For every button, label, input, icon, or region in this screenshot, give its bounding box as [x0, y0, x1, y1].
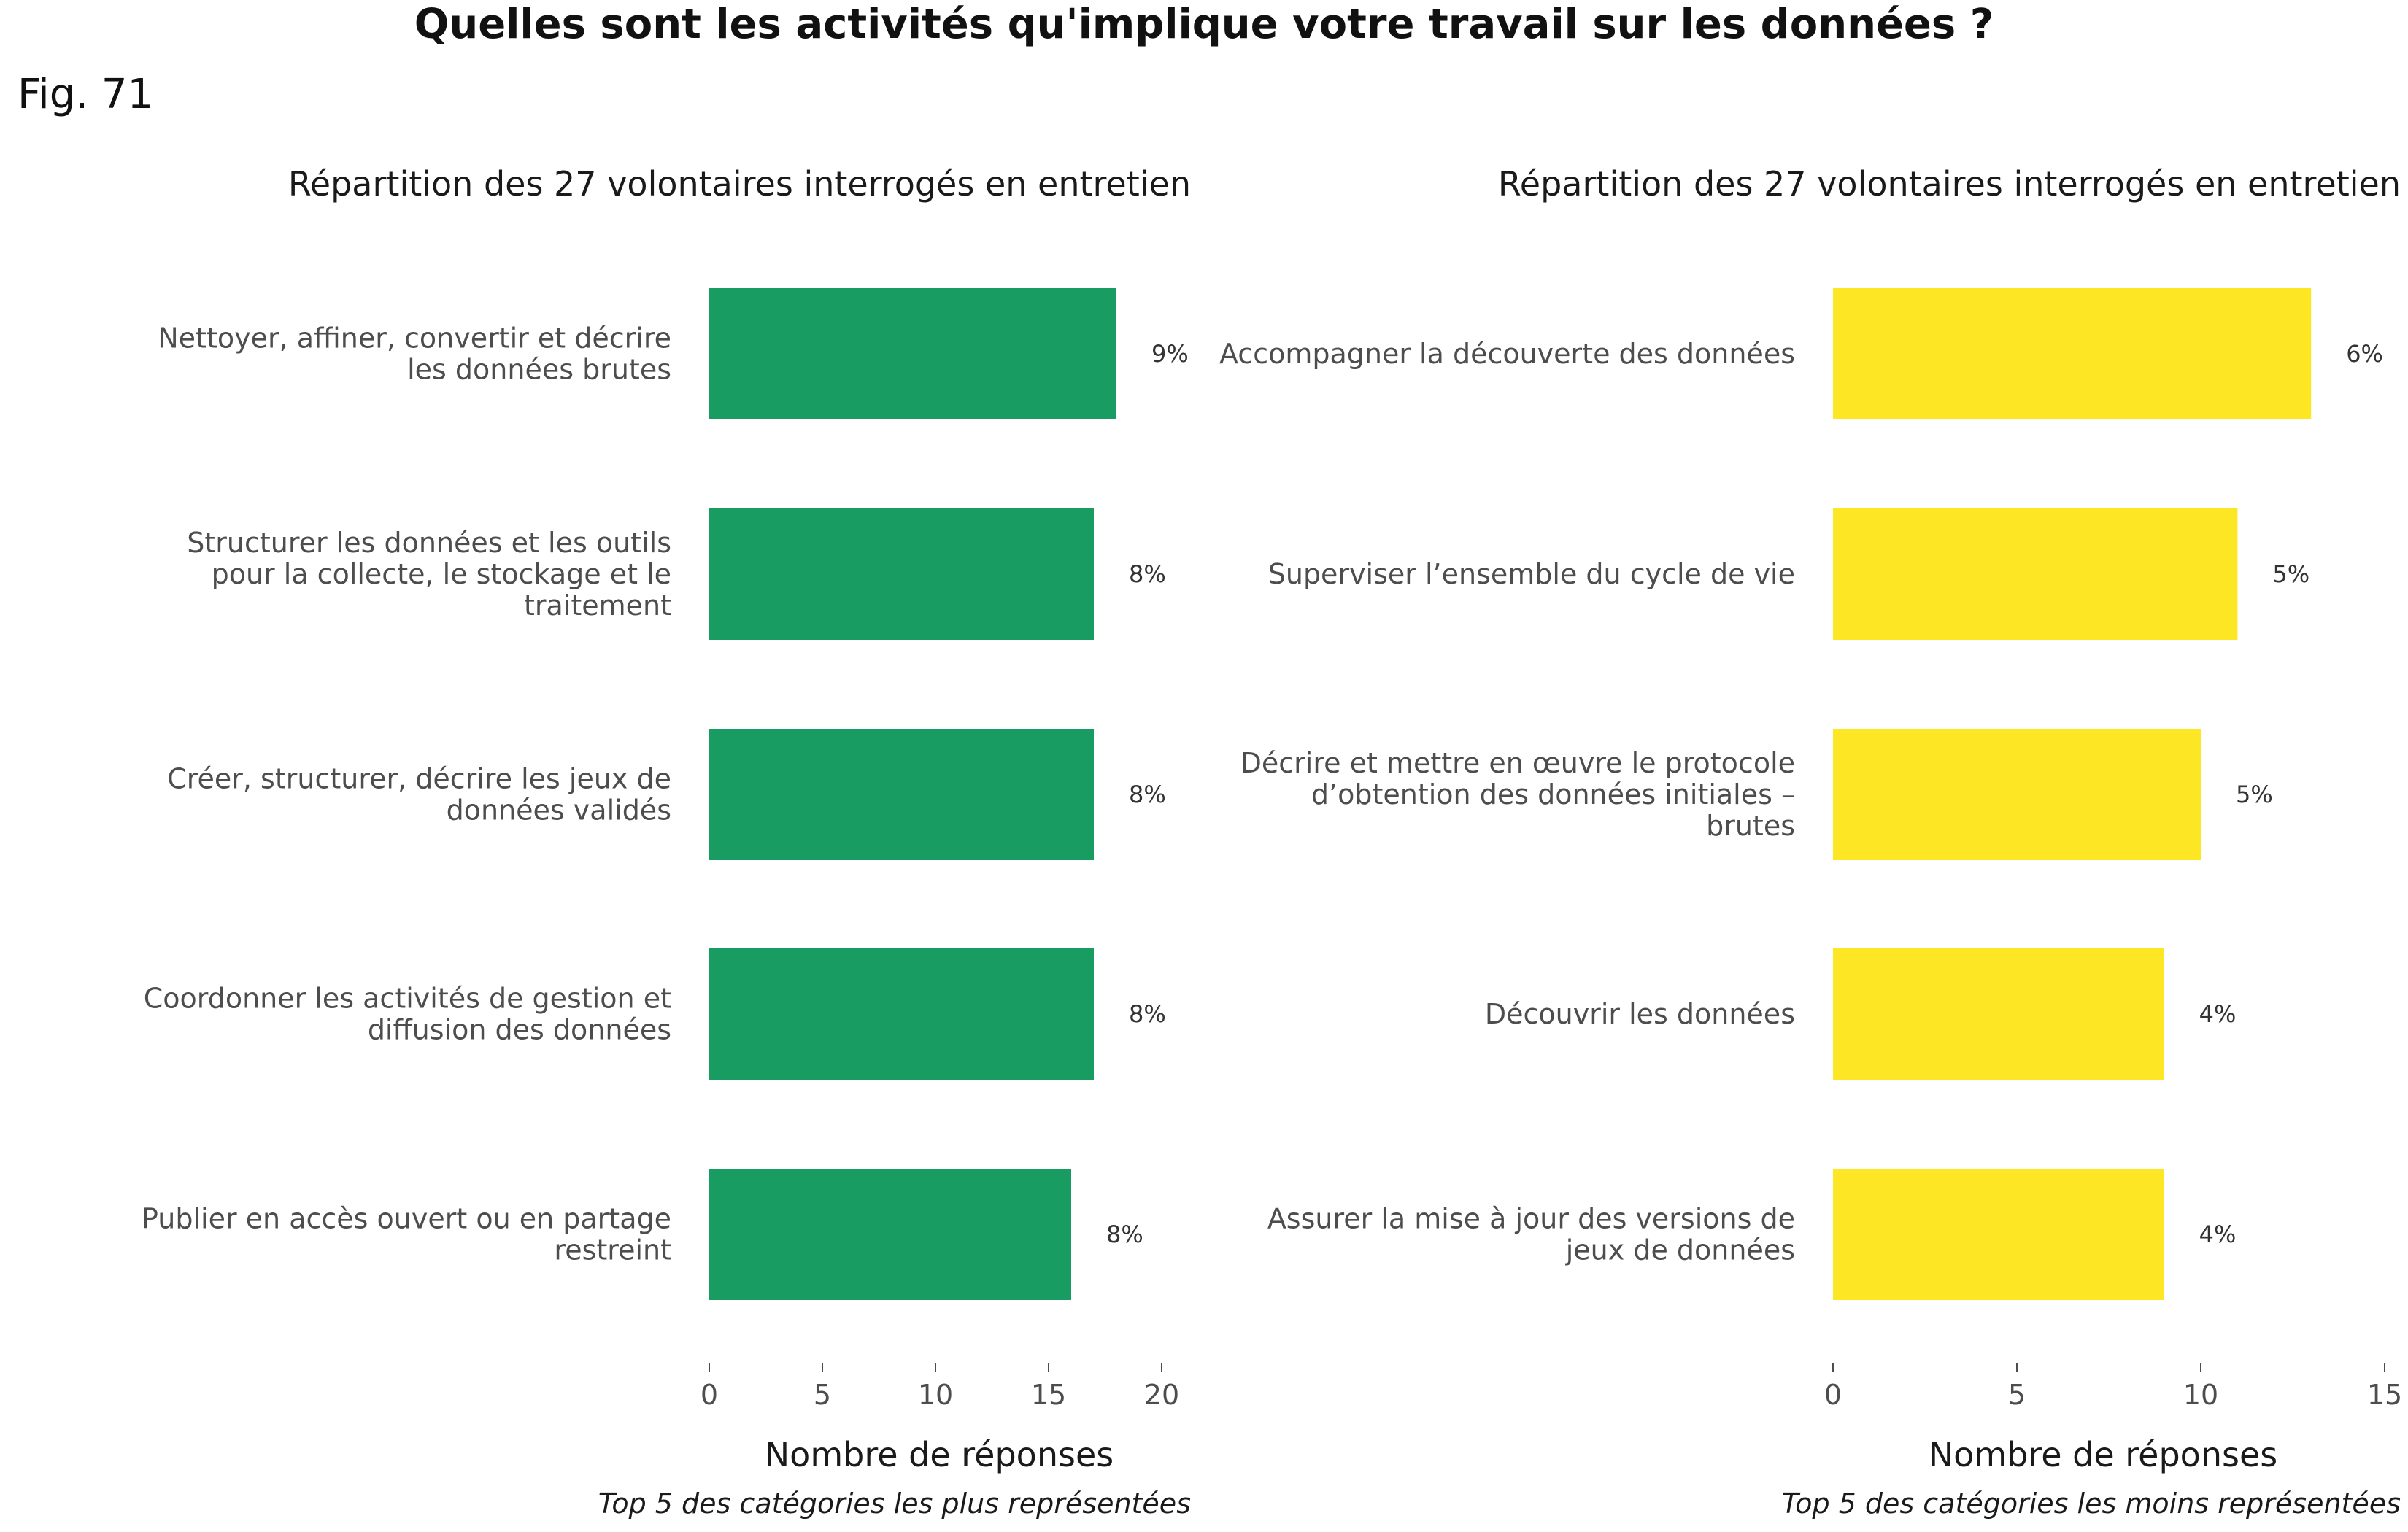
- x-tick-label: 15: [2367, 1379, 2402, 1411]
- category-label-line: Nettoyer, affiner, convertir et décrire: [158, 322, 671, 355]
- bar-data-label: 6%: [2346, 340, 2383, 368]
- bar-data-label: 8%: [1129, 781, 1166, 808]
- category-label-line: diffusion des données: [368, 1014, 671, 1046]
- bar: [1833, 948, 2164, 1080]
- category-label: Décrire et mettre en œuvre le protocole d…: [1240, 747, 1795, 842]
- category-label-line: Structurer les données et les outils: [187, 527, 671, 559]
- bar: [709, 948, 1094, 1080]
- category-label-line: Superviser l’ensemble du cycle de vie: [1268, 558, 1795, 590]
- panel-subtitle: Répartition des 27 volontaires interrogé…: [288, 164, 1191, 204]
- bar-data-label: 9%: [1151, 340, 1189, 368]
- bar: [1833, 288, 2312, 419]
- category-label: Coordonner les activités de gestion et di…: [144, 983, 671, 1046]
- category-label-line: les données brutes: [407, 354, 671, 386]
- chart-panel-1: Répartition des 27 volontaires interrogé…: [142, 164, 1191, 1520]
- x-tick-label: 10: [2183, 1379, 2218, 1411]
- bar: [709, 508, 1094, 640]
- figure-label: Fig. 71: [18, 71, 153, 118]
- bar-data-label: 4%: [2199, 1220, 2237, 1248]
- bar: [709, 288, 1116, 419]
- bar: [1833, 729, 2201, 860]
- x-tick-label: 0: [1824, 1379, 1842, 1411]
- category-label: Nettoyer, affiner, convertir et décrire l…: [158, 322, 671, 386]
- x-tick-label: 10: [918, 1379, 953, 1411]
- panel-subtitle: Répartition des 27 volontaires interrogé…: [1498, 164, 2401, 204]
- x-axis-label: Nombre de réponses: [765, 1435, 1114, 1474]
- x-tick-label: 0: [701, 1379, 718, 1411]
- category-label-line: Accompagner la découverte des données: [1219, 338, 1795, 370]
- x-tick-label: 5: [814, 1379, 831, 1411]
- category-label-line: Coordonner les activités de gestion et: [144, 983, 671, 1015]
- panel-caption: Top 5 des catégories les plus représenté…: [598, 1487, 1191, 1520]
- category-label-line: Créer, structurer, décrire les jeux de: [167, 763, 671, 795]
- bar-data-label: 5%: [2236, 781, 2273, 808]
- bar-data-label: 4%: [2199, 1000, 2237, 1028]
- bar-data-label: 8%: [1106, 1220, 1143, 1248]
- category-label: Superviser l’ensemble du cycle de vie: [1268, 558, 1795, 590]
- category-label: Accompagner la découverte des données: [1219, 338, 1795, 370]
- bar-data-label: 8%: [1129, 1000, 1166, 1028]
- bar: [709, 729, 1094, 860]
- category-label-line: jeux de données: [1565, 1234, 1795, 1266]
- panel-caption: Top 5 des catégories les moins représent…: [1782, 1487, 2401, 1520]
- category-label-line: Assurer la mise à jour des versions de: [1267, 1203, 1795, 1235]
- x-tick-label: 5: [2008, 1379, 2026, 1411]
- bar: [1833, 1169, 2164, 1300]
- category-label: Assurer la mise à jour des versions de je…: [1267, 1203, 1795, 1266]
- category-label-line: d’obtention des données initiales –: [1311, 778, 1795, 811]
- category-label-line: Publier en accès ouvert ou en partage: [142, 1203, 671, 1235]
- category-label-line: Découvrir les données: [1485, 998, 1795, 1030]
- category-label: Découvrir les données: [1485, 998, 1795, 1030]
- category-label-line: restreint: [554, 1234, 671, 1266]
- bar: [709, 1169, 1071, 1300]
- category-label-line: traitement: [524, 589, 671, 622]
- category-label-line: données validés: [447, 794, 671, 827]
- category-label-line: Décrire et mettre en œuvre le protocole: [1240, 747, 1795, 779]
- chart-title: Quelles sont les activités qu'implique v…: [414, 1, 1994, 48]
- category-label: Structurer les données et les outils pour…: [187, 527, 671, 622]
- x-tick-label: 20: [1144, 1379, 1179, 1411]
- bar: [1833, 508, 2238, 640]
- category-label-line: brutes: [1706, 810, 1795, 842]
- category-label: Créer, structurer, décrire les jeux de do…: [167, 763, 671, 827]
- chart-panel-2: Répartition des 27 volontaires interrogé…: [1219, 164, 2402, 1520]
- bar-data-label: 5%: [2272, 560, 2309, 588]
- x-axis-label: Nombre de réponses: [1929, 1435, 2277, 1474]
- category-label: Publier en accès ouvert ou en partage res…: [142, 1203, 671, 1266]
- category-label-line: pour la collecte, le stockage et le: [212, 558, 671, 590]
- bar-data-label: 8%: [1129, 560, 1166, 588]
- x-tick-label: 15: [1031, 1379, 1066, 1411]
